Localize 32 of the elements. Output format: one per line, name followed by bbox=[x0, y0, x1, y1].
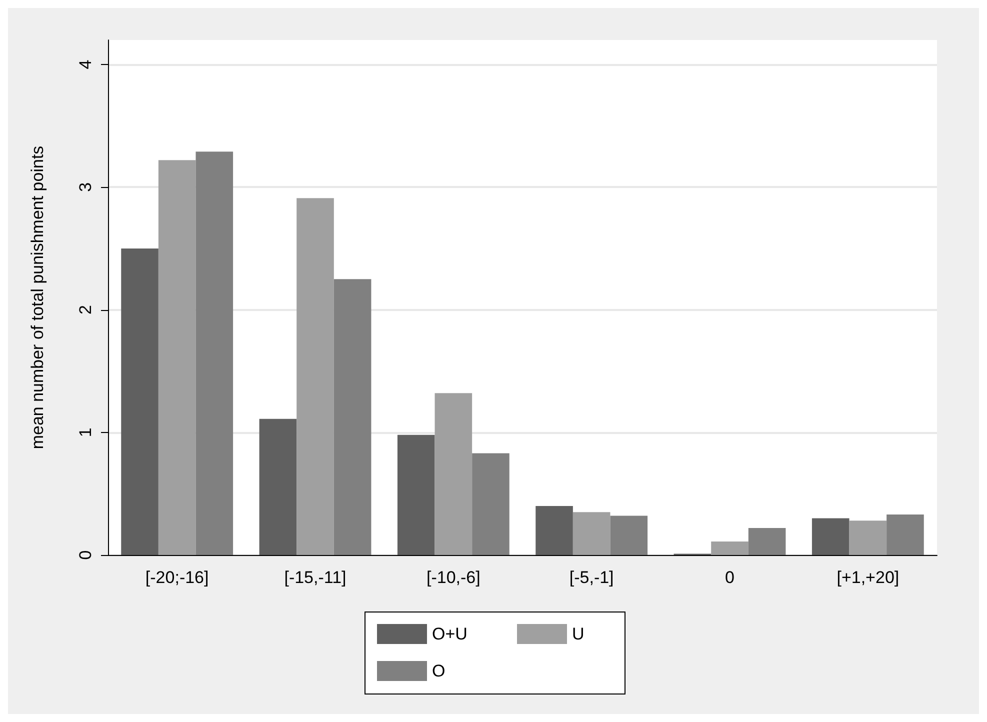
bar bbox=[536, 506, 573, 555]
y-axis-title: mean number of total punishment points bbox=[28, 146, 47, 450]
bar bbox=[296, 198, 334, 555]
bar bbox=[610, 516, 648, 555]
bar bbox=[472, 453, 510, 555]
y-tick-label: 4 bbox=[76, 60, 95, 70]
x-tick-label: [-5,-1] bbox=[569, 568, 614, 587]
bar bbox=[812, 518, 850, 555]
bar bbox=[434, 393, 472, 555]
bar bbox=[196, 152, 234, 555]
x-tick-label: [-10,-6] bbox=[426, 568, 480, 587]
y-tick-label: 3 bbox=[76, 182, 95, 192]
x-tick-label: 0 bbox=[725, 568, 734, 587]
bar bbox=[849, 520, 887, 555]
y-tick-label: 1 bbox=[76, 428, 95, 438]
legend-label: U bbox=[572, 624, 584, 644]
x-tick-label: [-20;-16] bbox=[145, 568, 209, 587]
x-tick-label: [+1,+20] bbox=[836, 568, 900, 587]
bar bbox=[158, 160, 196, 555]
bar bbox=[397, 434, 435, 555]
legend-label: O bbox=[432, 662, 446, 680]
bar bbox=[259, 418, 297, 555]
legend-label: O+U bbox=[432, 624, 468, 644]
bar bbox=[748, 528, 786, 555]
bar bbox=[334, 279, 372, 555]
x-tick-label: [-15,-11] bbox=[284, 568, 346, 587]
bar bbox=[886, 514, 924, 555]
bar bbox=[711, 542, 748, 555]
bar bbox=[121, 248, 158, 555]
y-tick-label: 0 bbox=[76, 550, 95, 560]
bar bbox=[572, 512, 610, 555]
y-tick-label: 2 bbox=[76, 305, 95, 314]
